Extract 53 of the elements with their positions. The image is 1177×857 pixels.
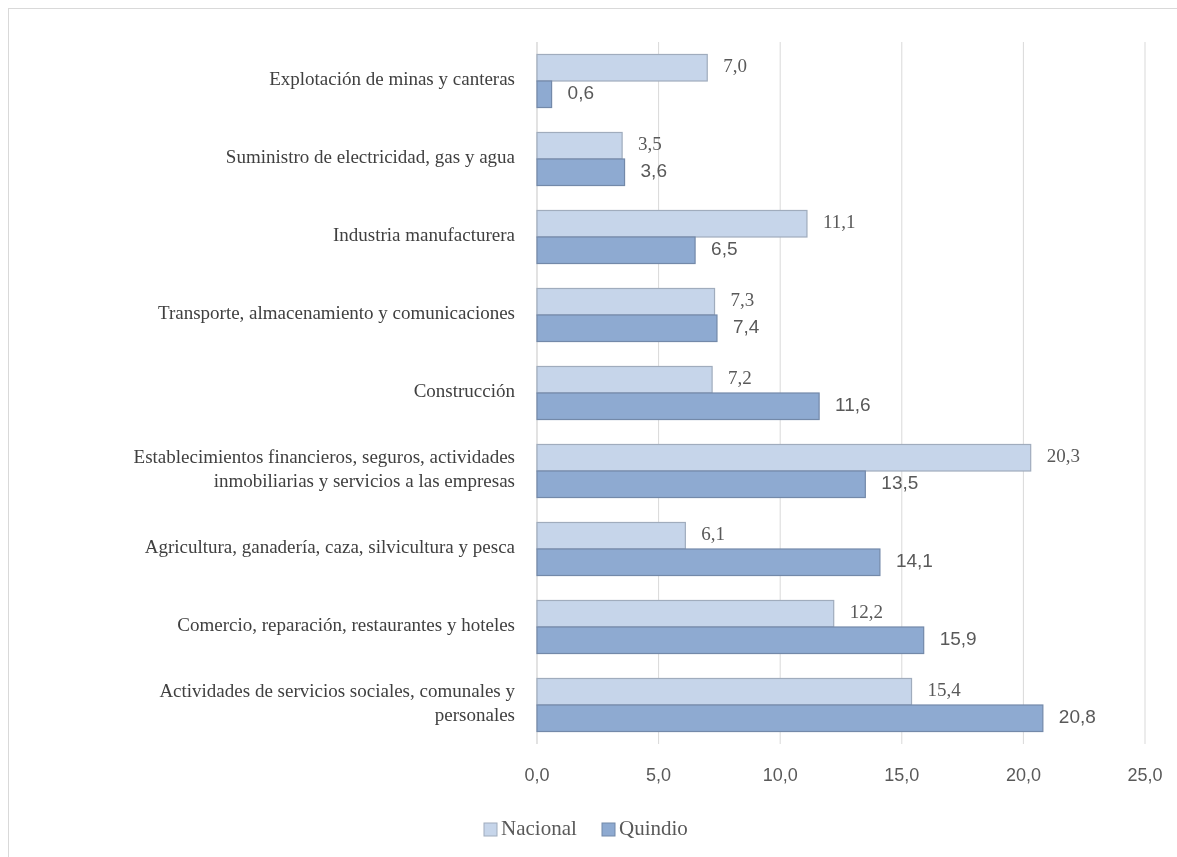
data-label: 7,2 bbox=[728, 367, 752, 389]
data-label: 12,2 bbox=[849, 601, 883, 623]
data-label: 11,1 bbox=[822, 211, 856, 233]
x-tick-label: 0,0 bbox=[524, 765, 550, 785]
bar bbox=[536, 209, 808, 238]
bar bbox=[536, 365, 713, 394]
y-tick-label: Transporte, almacenamiento y comunicaciones bbox=[157, 302, 515, 324]
data-label: 6,5 bbox=[711, 238, 738, 260]
data-label: 7,3 bbox=[730, 289, 755, 311]
data-label: 0,6 bbox=[567, 82, 595, 104]
x-tick-label: 5,0 bbox=[646, 765, 672, 785]
data-label: 15,4 bbox=[927, 679, 962, 701]
x-tick-label: 20,0 bbox=[1005, 765, 1041, 785]
bar bbox=[536, 131, 623, 160]
bar bbox=[536, 470, 866, 499]
bar bbox=[536, 236, 696, 265]
y-tick-label: Industria manufacturera bbox=[333, 224, 516, 246]
y-tick-label: Agricultura, ganadería, caza, silvicultura y pesca bbox=[144, 536, 516, 558]
bar bbox=[536, 80, 553, 109]
y-tick-label: Comercio, reparación, restaurantes y hoteles bbox=[177, 614, 515, 636]
data-label: 15,9 bbox=[939, 628, 977, 650]
y-tick-label: Explotación de minas y canteras bbox=[269, 68, 515, 90]
data-label: 20,8 bbox=[1058, 706, 1096, 728]
y-tick-label: Actividades de servicios sociales, comunales y personales bbox=[159, 680, 516, 726]
y-tick-label: Suministro de electricidad, gas y agua bbox=[225, 146, 516, 168]
legend-label: Nacional bbox=[501, 815, 577, 840]
data-label: 13,5 bbox=[881, 472, 919, 494]
data-label: 7,4 bbox=[732, 316, 760, 338]
bar bbox=[536, 677, 913, 706]
y-tick-label: Establecimientos financieros, seguros, actividades inmobiliarias y servicios a las empresas bbox=[133, 446, 515, 492]
data-label: 6,1 bbox=[701, 523, 726, 545]
bar bbox=[536, 287, 716, 316]
bar bbox=[536, 548, 881, 577]
x-tick-label: 25,0 bbox=[1127, 765, 1163, 785]
y-tick-label: Construcción bbox=[413, 380, 516, 402]
data-label: 20,3 bbox=[1046, 445, 1080, 467]
data-label: 14,1 bbox=[895, 550, 933, 572]
data-label: 3,6 bbox=[640, 160, 667, 182]
bar bbox=[536, 704, 1044, 733]
x-tick-label: 15,0 bbox=[884, 765, 920, 785]
data-label: 3,5 bbox=[638, 133, 662, 155]
bar bbox=[536, 443, 1032, 472]
bar bbox=[536, 626, 925, 655]
bar bbox=[536, 521, 686, 550]
bar bbox=[536, 53, 708, 82]
data-label: 7,0 bbox=[723, 55, 747, 77]
bar bbox=[536, 392, 820, 421]
bar bbox=[536, 314, 718, 343]
data-label: 11,6 bbox=[835, 394, 871, 416]
bar bbox=[536, 599, 835, 628]
legend-label: Quindio bbox=[619, 815, 688, 840]
x-tick-label: 10,0 bbox=[762, 765, 798, 785]
bar bbox=[536, 158, 626, 187]
